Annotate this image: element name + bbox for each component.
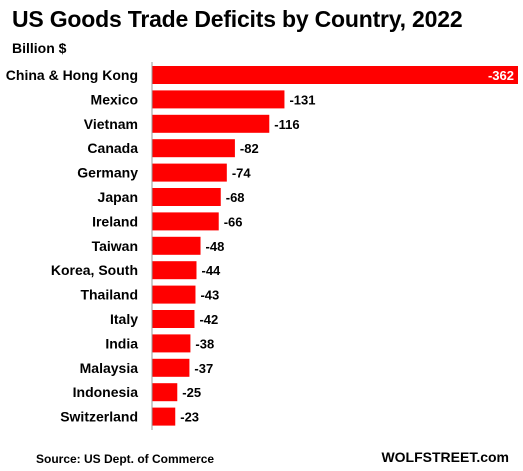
value-label: -116 <box>274 117 299 132</box>
category-label: Mexico <box>91 91 138 107</box>
category-label: Indonesia <box>73 384 139 400</box>
chart-title: US Goods Trade Deficits by Country, 2022 <box>12 6 463 32</box>
category-label: Italy <box>110 311 138 327</box>
category-label: Japan <box>98 189 138 205</box>
category-label: China & Hong Kong <box>6 67 138 83</box>
bar <box>152 310 195 328</box>
category-label: Switzerland <box>60 409 138 425</box>
category-label: Malaysia <box>80 360 139 376</box>
value-label: -38 <box>195 336 214 351</box>
bar <box>152 334 191 353</box>
bar <box>152 383 178 402</box>
bar <box>152 114 270 133</box>
bar <box>152 66 518 84</box>
bar <box>152 163 227 182</box>
bar <box>152 212 219 231</box>
value-label: -25 <box>182 385 201 400</box>
value-label: -42 <box>199 312 218 327</box>
value-label: -43 <box>200 288 219 303</box>
source-note: Source: US Dept. of Commerce <box>36 452 215 466</box>
bar <box>152 407 176 426</box>
value-label: -82 <box>240 141 259 156</box>
value-label: -37 <box>194 361 213 376</box>
bar <box>152 358 190 377</box>
bar <box>152 90 285 109</box>
value-label: -362 <box>488 68 514 83</box>
value-label: -68 <box>226 190 245 205</box>
bar <box>152 236 201 255</box>
category-label: Ireland <box>92 213 138 229</box>
bar <box>152 261 197 280</box>
bar <box>152 139 235 158</box>
value-label: -66 <box>224 214 243 229</box>
category-label: Germany <box>77 165 138 181</box>
category-label: Korea, South <box>51 262 138 278</box>
bar <box>152 188 221 206</box>
category-label: Thailand <box>80 287 138 303</box>
value-label: -131 <box>289 92 315 107</box>
value-label: -44 <box>201 263 221 278</box>
category-label: Taiwan <box>92 238 138 254</box>
category-label: Vietnam <box>84 116 138 132</box>
value-label: -23 <box>180 410 199 425</box>
category-label: India <box>105 335 138 351</box>
brand-label: WOLFSTREET.com <box>381 449 509 465</box>
bar <box>152 285 196 304</box>
chart-subtitle: Billion $ <box>12 40 67 56</box>
value-label: -74 <box>232 166 252 181</box>
category-label: Canada <box>87 140 138 156</box>
value-label: -48 <box>206 239 225 254</box>
